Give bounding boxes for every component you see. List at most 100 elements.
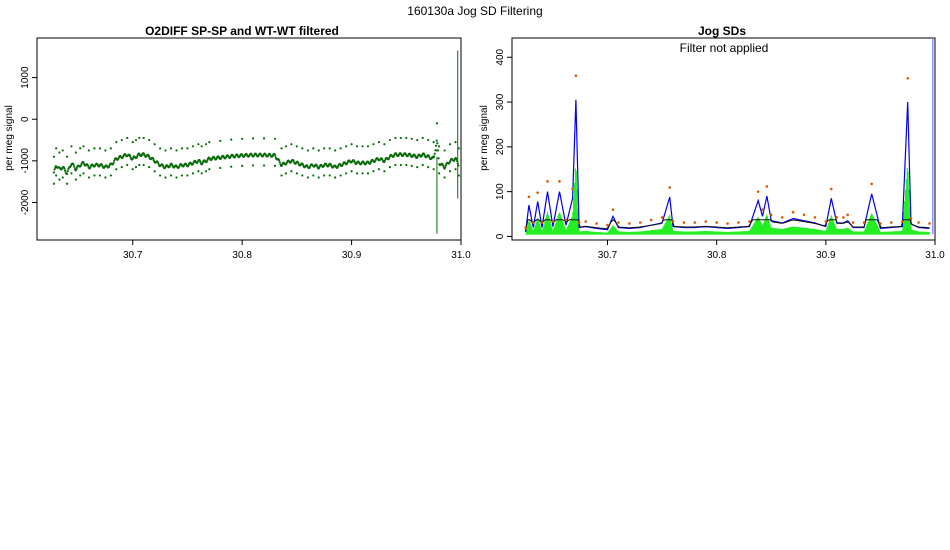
data-point	[345, 145, 348, 148]
data-point	[204, 170, 208, 173]
data-point	[306, 149, 309, 152]
y-tick-label: 0	[495, 233, 506, 239]
outlier-point	[842, 216, 845, 219]
data-point	[434, 144, 438, 147]
data-point	[284, 145, 288, 148]
data-point	[104, 176, 107, 179]
data-point	[109, 147, 112, 150]
data-point	[82, 145, 85, 148]
data-point	[443, 149, 446, 152]
data-point	[152, 158, 155, 162]
outlier-point	[765, 185, 769, 188]
data-point	[142, 136, 145, 140]
data-point	[153, 143, 156, 146]
data-point	[306, 176, 309, 179]
data-point	[405, 136, 408, 140]
outlier-point	[726, 222, 729, 225]
data-point	[410, 164, 413, 167]
data-point	[164, 176, 167, 179]
data-point	[52, 182, 56, 185]
data-point	[58, 178, 61, 181]
data-point	[79, 147, 82, 150]
data-point	[421, 163, 424, 167]
outlier-point	[668, 186, 672, 189]
data-point	[278, 161, 281, 164]
data-point	[394, 163, 397, 167]
outlier-point	[660, 216, 664, 219]
data-point	[63, 167, 66, 170]
data-point	[134, 166, 138, 169]
data-point	[115, 141, 118, 144]
right-chart-ylabel: per meg signal	[479, 105, 490, 171]
data-point	[129, 155, 132, 158]
blue-series-line	[525, 99, 930, 232]
data-point	[138, 136, 141, 140]
data-point	[252, 137, 255, 140]
data-point	[454, 141, 457, 144]
data-point	[399, 136, 402, 140]
data-point	[339, 147, 342, 150]
outlier-point	[879, 222, 882, 225]
data-point	[98, 174, 102, 177]
data-point	[350, 143, 353, 146]
data-point	[433, 152, 436, 155]
data-point	[421, 136, 424, 140]
x-tick-label: 30.9	[342, 250, 362, 261]
right-chart-subtitle: Filter not applied	[680, 41, 769, 55]
x-tick-label: 30.9	[816, 250, 836, 261]
data-point	[262, 137, 266, 140]
data-point	[87, 176, 91, 179]
outlier-point	[524, 226, 527, 229]
data-point	[295, 145, 298, 148]
data-point	[438, 172, 441, 175]
data-point	[70, 145, 73, 148]
data-point	[230, 165, 233, 168]
data-point	[219, 166, 222, 170]
data-point	[284, 172, 288, 175]
plot-frame	[36, 37, 462, 241]
data-point	[115, 168, 118, 171]
data-point	[169, 174, 173, 177]
data-point	[457, 147, 460, 150]
x-tick-label: 31.0	[451, 250, 471, 261]
outlier-point	[928, 222, 931, 225]
data-point	[208, 141, 211, 144]
data-point	[361, 172, 364, 175]
data-point	[273, 164, 277, 167]
data-point	[134, 138, 138, 142]
plot-frame	[511, 37, 936, 241]
data-point	[366, 172, 370, 175]
data-point	[186, 147, 189, 150]
data-point	[377, 141, 381, 144]
data-point	[191, 145, 195, 148]
data-point	[241, 137, 244, 140]
data-point	[444, 164, 448, 167]
data-point	[175, 149, 178, 152]
data-point	[153, 170, 156, 173]
data-point	[200, 172, 203, 175]
data-point	[323, 147, 326, 150]
outlier-point	[761, 208, 764, 211]
data-point	[142, 163, 145, 167]
outlier-point	[715, 221, 718, 224]
data-point	[175, 176, 178, 179]
dark-series-line	[525, 219, 930, 231]
data-point	[104, 149, 107, 152]
data-point	[301, 147, 304, 150]
outlier-point	[906, 77, 910, 80]
data-point	[157, 162, 160, 165]
x-tick-label: 30.7	[123, 250, 143, 261]
data-point	[112, 161, 115, 164]
data-point	[448, 170, 452, 173]
data-point	[274, 154, 277, 157]
outlier-point	[846, 213, 849, 217]
data-point	[317, 149, 320, 152]
outlier-point	[527, 195, 531, 199]
data-point	[64, 169, 67, 172]
data-point	[241, 164, 244, 167]
data-point	[435, 149, 439, 152]
data-point	[334, 149, 337, 152]
data-point	[186, 174, 189, 177]
data-point	[388, 138, 391, 142]
data-point	[432, 141, 435, 144]
